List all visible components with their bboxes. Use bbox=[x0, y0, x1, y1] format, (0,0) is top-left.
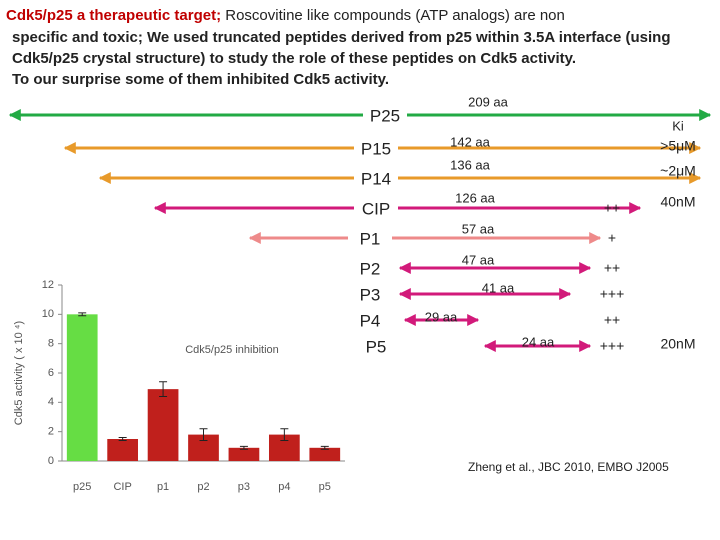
y-tick-label: 12 bbox=[42, 279, 54, 291]
label-bg bbox=[354, 166, 398, 190]
inhibition-level: ++ bbox=[604, 200, 620, 216]
x-tick-label: p1 bbox=[157, 481, 169, 493]
label-bg bbox=[354, 334, 398, 358]
header-text: To our surprise some of them inhibited C… bbox=[12, 71, 389, 88]
inhibition-level: +++ bbox=[600, 286, 625, 302]
peptide-name: CIP bbox=[362, 199, 390, 218]
error-bar bbox=[280, 428, 289, 441]
x-tick-label: p4 bbox=[278, 481, 290, 493]
y-axis-label: Cdk5 activity ( x 10 ⁴) bbox=[13, 321, 25, 425]
label-bg bbox=[348, 256, 392, 280]
bar bbox=[228, 447, 260, 461]
x-tick-label: p2 bbox=[197, 481, 209, 493]
ki-value: ~2μM bbox=[660, 163, 696, 179]
bar bbox=[107, 439, 139, 461]
ki-value: 40nM bbox=[660, 194, 695, 210]
inhibition-level: + bbox=[608, 230, 616, 246]
inhibition-level: ++ bbox=[604, 312, 620, 328]
error-bar bbox=[118, 437, 127, 441]
header-line: Cdk5/p25 a therapeutic target; Roscoviti… bbox=[6, 7, 565, 24]
error-bar bbox=[239, 445, 248, 450]
label-bg bbox=[363, 103, 407, 127]
ki-header: Ki bbox=[672, 118, 684, 133]
x-tick-label: CIP bbox=[113, 481, 131, 493]
peptide-name: P3 bbox=[360, 285, 381, 304]
error-bar bbox=[320, 445, 329, 450]
bar bbox=[66, 314, 98, 461]
label-bg bbox=[348, 226, 392, 250]
bar bbox=[309, 447, 341, 461]
peptide-name: P4 bbox=[360, 311, 381, 330]
peptide-name: P15 bbox=[361, 139, 391, 158]
inhibition-level: ++ bbox=[604, 260, 620, 276]
y-tick-label: 8 bbox=[48, 338, 54, 350]
label-bg bbox=[348, 282, 392, 306]
peptide-name: P2 bbox=[360, 259, 381, 278]
peptide-length: 47 aa bbox=[462, 252, 495, 267]
x-tick-label: p25 bbox=[73, 481, 91, 493]
bar bbox=[147, 389, 179, 461]
peptide-length: 24 aa bbox=[522, 334, 555, 349]
x-tick-label: p5 bbox=[319, 481, 331, 493]
inhibition-level: +++ bbox=[600, 338, 625, 354]
peptide-length: 136 aa bbox=[450, 157, 491, 172]
error-bar bbox=[159, 381, 168, 397]
peptide-length: 57 aa bbox=[462, 221, 495, 236]
label-bg bbox=[354, 136, 398, 160]
error-bar bbox=[78, 312, 87, 317]
peptide-length: 41 aa bbox=[482, 280, 515, 295]
header-highlight: Cdk5/p25 a therapeutic target; bbox=[6, 7, 221, 24]
annotation: Cdk5/p25 inhibition bbox=[185, 344, 279, 356]
error-bar bbox=[199, 428, 208, 441]
peptide-length: 142 aa bbox=[450, 134, 491, 149]
ki-value: 20nM bbox=[660, 336, 695, 352]
peptide-length: 209 aa bbox=[468, 94, 509, 109]
peptide-name: P14 bbox=[361, 169, 391, 188]
ki-value: >5μM bbox=[660, 138, 696, 154]
label-bg bbox=[348, 308, 392, 332]
peptide-name: P25 bbox=[370, 106, 400, 125]
peptide-name: P1 bbox=[360, 229, 381, 248]
x-tick-label: p3 bbox=[238, 481, 250, 493]
y-tick-label: 10 bbox=[42, 308, 54, 320]
peptide-length: 29 aa bbox=[425, 309, 458, 324]
header-text: Roscovitine like compounds (ATP analogs)… bbox=[221, 7, 565, 24]
header-text: specific and toxic; We used truncated pe… bbox=[12, 29, 670, 46]
y-tick-label: 4 bbox=[48, 396, 54, 408]
label-bg bbox=[354, 196, 398, 220]
citation: Zheng et al., JBC 2010, EMBO J2005 bbox=[468, 460, 669, 474]
peptide-name: P5 bbox=[366, 337, 387, 356]
y-tick-label: 6 bbox=[48, 367, 54, 379]
y-tick-label: 0 bbox=[48, 455, 54, 467]
y-tick-label: 2 bbox=[48, 426, 54, 438]
peptide-length: 126 aa bbox=[455, 190, 496, 205]
header-text: Cdk5/p25 crystal structure) to study the… bbox=[12, 50, 576, 67]
